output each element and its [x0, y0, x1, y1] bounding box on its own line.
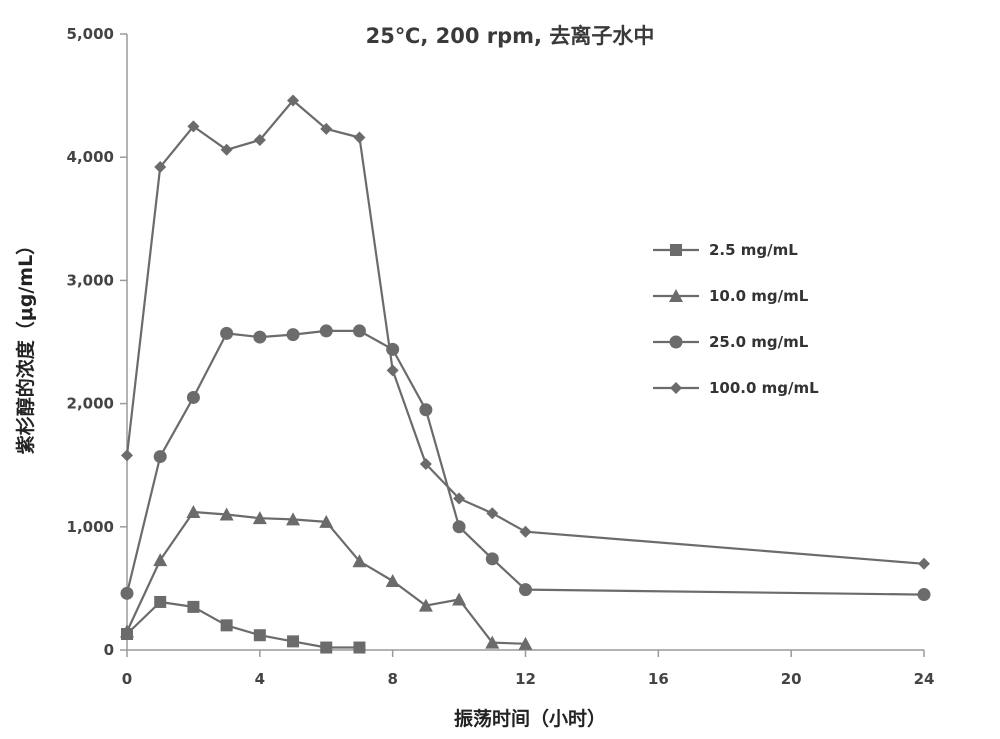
data-point [418, 598, 433, 612]
data-point [352, 324, 366, 338]
data-point [486, 507, 499, 520]
legend-marker [669, 335, 683, 349]
series-line [125, 329, 925, 596]
series-4 [121, 94, 930, 570]
data-point [386, 364, 399, 377]
legend-item: 2.5 mg/mL [653, 241, 798, 259]
data-point [120, 586, 134, 600]
data-point [352, 554, 367, 568]
data-point [287, 94, 300, 107]
x-axis-ticks: 0 4 8 12 16 20 24 [122, 650, 935, 688]
data-point [154, 161, 167, 174]
y-tick-label: 0 [104, 641, 114, 659]
data-point [319, 514, 334, 528]
legend-item: 25.0 mg/mL [653, 333, 809, 351]
data-point [252, 511, 267, 525]
data-point [253, 330, 267, 344]
series-layer [120, 94, 931, 654]
data-point [353, 641, 366, 654]
y-tick-label: 2,000 [67, 395, 114, 413]
data-point [187, 120, 200, 133]
series-2 [120, 505, 533, 650]
data-point [120, 624, 134, 638]
data-point [917, 588, 931, 602]
data-point [253, 629, 266, 642]
legend: 2.5 mg/mL 10.0 mg/mL 25.0 mg/mL 100.0 mg/mL [653, 241, 819, 397]
data-point [121, 449, 133, 462]
data-point [253, 133, 266, 146]
data-point [419, 403, 433, 417]
legend-marker [669, 289, 683, 302]
data-point [918, 557, 930, 570]
data-point [154, 595, 167, 608]
x-tick-label: 8 [387, 670, 397, 688]
data-point [286, 512, 301, 526]
data-point [153, 553, 168, 567]
legend-marker [670, 382, 682, 394]
series-3 [120, 324, 931, 602]
y-tick-label: 3,000 [67, 271, 114, 289]
y-tick-label: 4,000 [67, 148, 114, 166]
legend-marker [670, 244, 682, 256]
data-point [186, 505, 201, 519]
data-point [518, 636, 533, 650]
series-line [125, 99, 925, 565]
x-axis-title: 振荡时间（小时） [454, 707, 606, 730]
x-tick-label: 12 [515, 670, 536, 688]
data-point [320, 122, 333, 135]
data-point [519, 583, 532, 597]
legend-label: 100.0 mg/mL [709, 379, 819, 397]
data-point [186, 390, 200, 404]
data-point [353, 131, 366, 144]
data-point [319, 324, 333, 338]
y-axis-title: 紫杉醇的浓度（μg/mL） [14, 236, 37, 454]
x-tick-label: 4 [255, 670, 265, 688]
chart-title: 25℃, 200 rpm, 去离子水中 [366, 24, 655, 48]
data-point [452, 592, 467, 606]
data-point [220, 143, 233, 156]
data-point [452, 520, 466, 534]
data-point [419, 457, 432, 470]
legend-label: 2.5 mg/mL [709, 241, 798, 259]
data-point [485, 552, 499, 566]
legend-label: 25.0 mg/mL [709, 333, 809, 351]
data-point [320, 641, 333, 654]
legend-label: 10.0 mg/mL [709, 287, 809, 305]
y-axis-ticks: 0 1,000 2,000 3,000 4,000 5,000 [67, 25, 127, 659]
legend-item: 100.0 mg/mL [653, 379, 819, 397]
data-point [485, 635, 500, 649]
legend-item: 10.0 mg/mL [653, 287, 809, 305]
x-tick-label: 0 [122, 670, 132, 688]
data-point [220, 326, 234, 340]
data-point [287, 635, 300, 648]
y-tick-label: 1,000 [67, 518, 114, 536]
data-point [187, 600, 200, 613]
data-point [219, 507, 234, 521]
x-tick-label: 24 [914, 670, 935, 688]
x-tick-label: 16 [648, 670, 669, 688]
data-point [153, 450, 167, 464]
y-tick-label: 5,000 [67, 25, 114, 43]
data-point [453, 492, 466, 505]
data-point [385, 574, 400, 588]
x-tick-label: 20 [781, 670, 802, 688]
data-point [519, 525, 532, 538]
data-point [286, 328, 300, 342]
data-point [220, 619, 233, 632]
